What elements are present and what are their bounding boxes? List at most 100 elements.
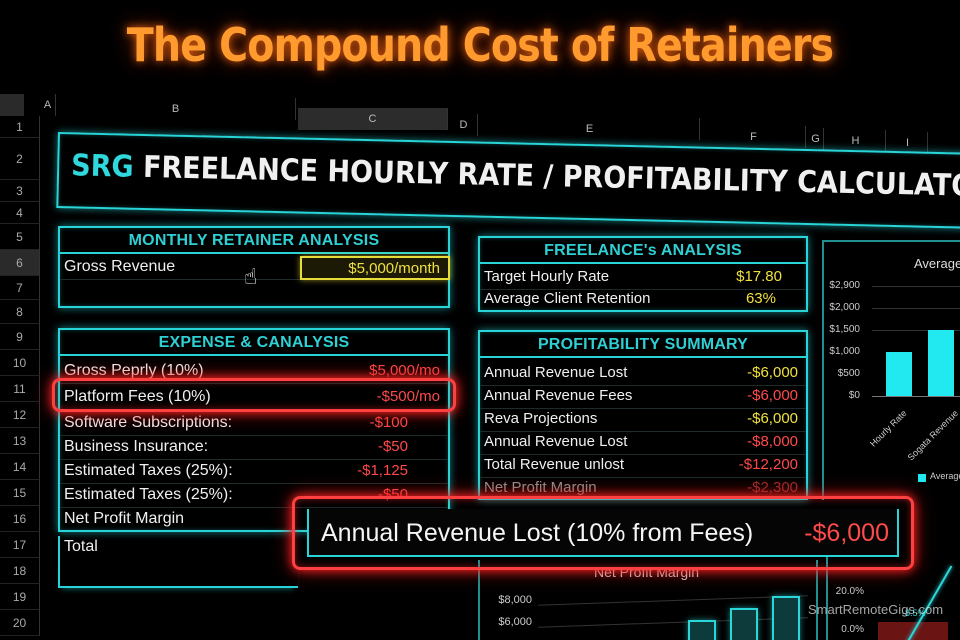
summary-label: Annual Revenue Lost <box>484 433 628 450</box>
bar <box>730 608 758 640</box>
panel-title: EXPENSE & CANALYSIS <box>60 330 448 356</box>
panel-title: PROFITABILITY SUMMARY <box>480 332 806 358</box>
callout-label: Annual Revenue Lost (10% from Fees) <box>321 519 754 547</box>
column-header-h[interactable]: H <box>826 130 886 152</box>
expense-value: -$1,125 <box>357 462 408 479</box>
select-all-corner[interactable] <box>0 94 24 116</box>
freelance-row[interactable]: Average Client Retention 63% <box>480 288 806 312</box>
freelance-row[interactable]: Target Hourly Rate $17.80 <box>480 266 806 290</box>
average-chart: Average $0 $500 $1,000 $1,500 $2,000 $2,… <box>822 240 960 500</box>
column-headers: A B C D E F G H I <box>0 94 960 154</box>
summary-value: -$2,300 <box>747 479 798 496</box>
y-tick: $6,000 <box>498 616 532 628</box>
expense-value: -$500/mo <box>376 388 440 405</box>
column-header-f[interactable]: F <box>702 126 806 148</box>
row-header-13[interactable]: 13 <box>0 428 40 454</box>
expense-label: Net Profit Margin <box>64 510 185 527</box>
expense-row[interactable]: Software Subscriptions: -$100 <box>60 412 448 436</box>
expense-row[interactable]: Gross Peprly (10%) $5,000/mo <box>60 360 448 384</box>
y-tick: 0.0% <box>841 624 864 635</box>
annotation: -8.5% <box>902 608 926 618</box>
annual-revenue-lost-callout: Annual Revenue Lost (10% from Fees) -$6,… <box>292 496 914 570</box>
expense-row[interactable]: Net Profit Margin <box>60 508 448 532</box>
summary-row[interactable]: Annual Revenue Lost -$8,000 <box>480 431 806 455</box>
expense-value: -$100 <box>369 414 408 431</box>
y-tick: $2,900 <box>829 280 860 291</box>
expense-label: Gross Peprly (10%) <box>64 362 204 379</box>
legend-label: Average <box>930 471 960 481</box>
summary-value: -$8,000 <box>747 433 798 450</box>
summary-row[interactable]: Total Revenue unlost -$12,200 <box>480 454 806 478</box>
y-tick: $2,000 <box>829 302 860 313</box>
freelance-value: 63% <box>745 290 776 307</box>
panel-title: FREELANCE's ANALYSIS <box>480 238 806 264</box>
column-header-a[interactable]: A <box>40 94 56 116</box>
summary-row[interactable]: Annual Revenue Lost -$6,000 <box>480 362 806 386</box>
summary-row[interactable]: Reva Projections -$6,000 <box>480 408 806 432</box>
expense-row[interactable]: Estimated Taxes (25%): -$1,125 <box>60 460 448 484</box>
summary-label: Total Revenue unlost <box>484 456 625 473</box>
bar-sogata-revenue <box>928 330 954 396</box>
row-header-4[interactable]: 4 <box>0 202 40 224</box>
y-tick: $8,000 <box>498 594 532 606</box>
expense-label: Platform Fees (10%) <box>64 388 211 405</box>
gross-revenue-label: Gross Revenue <box>64 258 176 275</box>
summary-label: Reva Projections <box>484 410 598 427</box>
summary-value: -$6,000 <box>747 410 798 427</box>
callout-value: -$6,000 <box>804 519 889 547</box>
row-header-20[interactable]: 20 <box>0 610 40 636</box>
chart-title: Average <box>914 256 960 271</box>
summary-row[interactable]: Annual Revenue Fees -$6,000 <box>480 385 806 409</box>
summary-value: -$12,200 <box>738 456 798 473</box>
row-header-1[interactable]: 1 <box>0 116 40 138</box>
row-header-2[interactable]: 2 <box>0 138 40 180</box>
gross-revenue-cell[interactable]: $5,000/month <box>300 256 450 280</box>
row-header-19[interactable]: 19 <box>0 584 40 610</box>
column-header-c[interactable]: C <box>298 108 448 130</box>
x-category: Hourly Rate <box>867 408 909 449</box>
row-header-8[interactable]: 8 <box>0 300 40 324</box>
row-header-10[interactable]: 10 <box>0 350 40 376</box>
row-header-9[interactable]: 9 <box>0 324 40 350</box>
x-category: Sogata Revenue <box>905 408 960 463</box>
net-profit-chart: Net Profit Margin $8,000 $6,000 <box>478 560 818 640</box>
expense-label: Software Subscriptions: <box>64 414 233 431</box>
row-header-15[interactable]: 15 <box>0 480 40 506</box>
y-tick: $1,000 <box>829 346 860 357</box>
expense-analysis-panel: EXPENSE & CANALYSIS Gross Peprly (10%) $5… <box>58 328 450 532</box>
row-header-5[interactable]: 5 <box>0 224 40 250</box>
column-header-d[interactable]: D <box>450 114 478 136</box>
row-header-18[interactable]: 18 <box>0 558 40 584</box>
row-header-3[interactable]: 3 <box>0 180 40 202</box>
column-header-g[interactable]: G <box>808 128 824 150</box>
summary-row[interactable]: Net Profit Margin -$2,300 <box>480 477 806 501</box>
expense-label: Estimated Taxes (25%): <box>64 462 233 479</box>
summary-label: Net Profit Margin <box>484 479 597 496</box>
expense-value: $5,000/mo <box>369 362 440 379</box>
brand-logo: SRG <box>70 148 135 185</box>
gross-revenue-row: Gross Revenue <box>60 256 448 280</box>
row-header-7[interactable]: 7 <box>0 276 40 300</box>
total-label: Total <box>64 538 98 555</box>
row-header-16[interactable]: 16 <box>0 506 40 532</box>
expense-row[interactable]: Estimated Taxes (25%): -$50 <box>60 484 448 508</box>
calculator-banner: SRG FREELANCE HOURLY RATE / PROFITABILIT… <box>56 132 960 229</box>
bar-hourly-rate <box>886 352 912 396</box>
column-header-e[interactable]: E <box>480 118 700 140</box>
row-header-17[interactable]: 17 <box>0 532 40 558</box>
row-header-6[interactable]: 6 <box>0 250 40 276</box>
platform-fees-highlight <box>52 378 456 412</box>
freelance-label: Target Hourly Rate <box>484 268 610 285</box>
column-header-b[interactable]: B <box>56 98 296 120</box>
expense-row[interactable]: Business Insurance: -$50 <box>60 436 448 460</box>
bar <box>688 620 716 640</box>
gross-revenue-value: $5,000/month <box>348 260 440 277</box>
monthly-retainer-panel: MONTHLY RETAINER ANALYSIS Gross Revenue … <box>58 226 450 308</box>
row-header-14[interactable]: 14 <box>0 454 40 480</box>
expense-label: Business Insurance: <box>64 438 209 455</box>
column-header-i[interactable]: I <box>888 132 928 154</box>
summary-value: -$6,000 <box>747 387 798 404</box>
row-header-11[interactable]: 11 <box>0 376 40 402</box>
total-row[interactable]: Total <box>58 536 298 560</box>
row-header-12[interactable]: 12 <box>0 402 40 428</box>
